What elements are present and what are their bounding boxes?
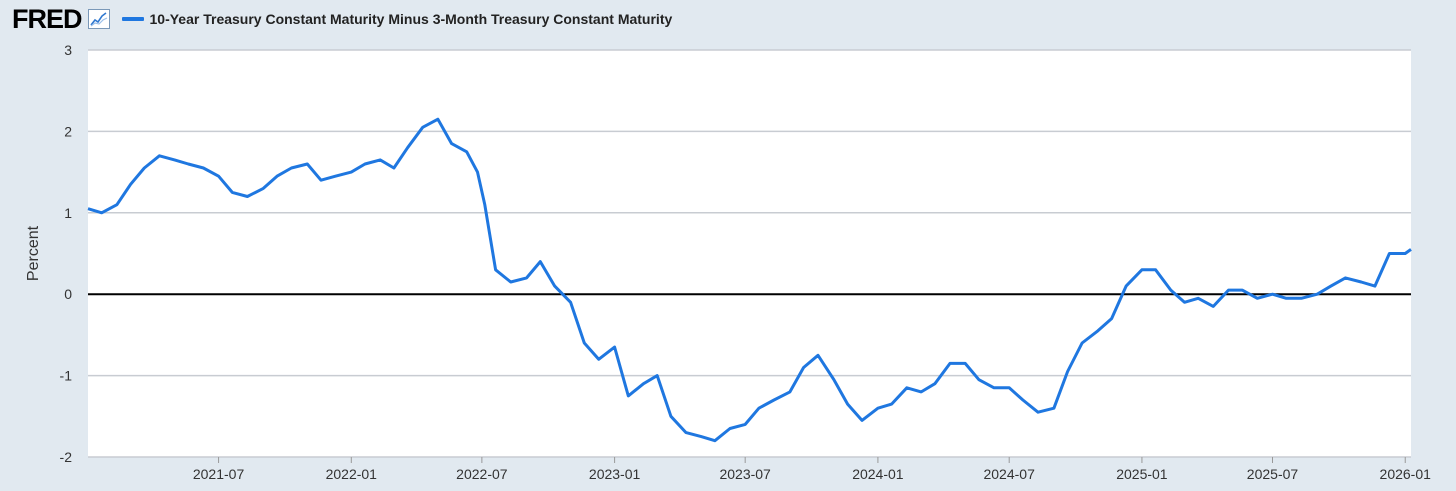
y-tick-label: 0 <box>64 286 72 302</box>
y-tick-label: 3 <box>64 42 72 58</box>
chart-header: FRED 10-Year Treasury Constant Maturity … <box>12 5 672 33</box>
legend-label[interactable]: 10-Year Treasury Constant Maturity Minus… <box>149 11 673 27</box>
x-tick-label: 2022-07 <box>456 466 508 482</box>
x-tick-label: 2024-01 <box>852 466 904 482</box>
plot-background <box>88 50 1411 457</box>
legend-swatch <box>121 17 144 21</box>
x-tick-label: 2026-01 <box>1380 466 1432 482</box>
x-tick-label: 2025-07 <box>1247 466 1299 482</box>
y-tick-label: 1 <box>64 205 72 221</box>
x-tick-label: 2023-07 <box>719 466 771 482</box>
grid-lines <box>88 49 1411 458</box>
y-axis-ticks: -2 -1 0 1 2 3 <box>60 42 73 465</box>
fred-logo[interactable]: FRED <box>12 3 82 34</box>
x-tick-label: 2024-07 <box>983 466 1035 482</box>
y-axis-label: Percent <box>25 225 42 281</box>
x-tick-label: 2022-01 <box>326 466 378 482</box>
x-tick-label: 2023-01 <box>589 466 641 482</box>
y-tick-label: -2 <box>60 449 73 465</box>
x-tick-label: 2025-01 <box>1116 466 1168 482</box>
y-tick-label: -1 <box>60 368 73 384</box>
x-tick-label: 2021-07 <box>193 466 245 482</box>
line-chart-icon[interactable] <box>87 9 110 29</box>
y-tick-label: 2 <box>64 123 72 139</box>
x-axis-ticks: 2021-07 2022-01 2022-07 2023-01 2023-07 2024-… <box>193 457 1431 482</box>
series-line[interactable] <box>87 117 1412 443</box>
